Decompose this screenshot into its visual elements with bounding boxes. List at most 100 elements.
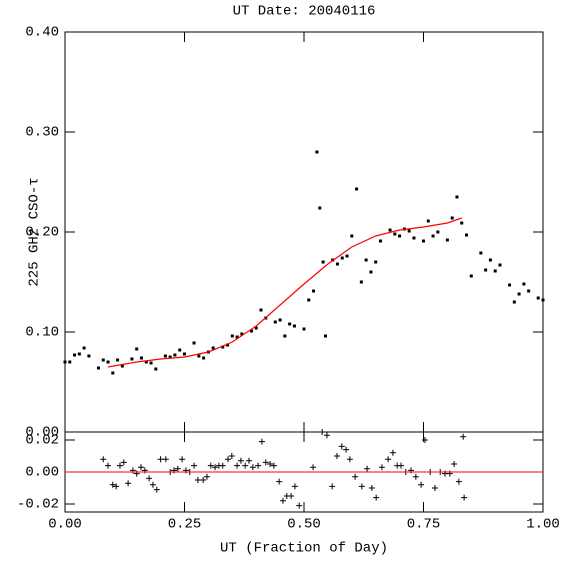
residual-point [234,462,241,469]
data-point [359,280,363,284]
residual-point [368,485,375,491]
residual-point [389,449,396,456]
residual-point [255,462,262,469]
y-tick-label: 0.00 [25,425,59,441]
residual-point [113,483,120,490]
data-point [369,270,373,274]
x-axis-label: UT (Fraction of Day) [220,541,388,557]
data-point [192,341,196,345]
residual-point [116,462,123,469]
residual-point [249,464,256,471]
data-point [226,343,230,347]
data-point [154,367,158,371]
data-point [292,324,296,328]
residual-point [270,462,277,469]
data-point [68,360,72,364]
residual-point [219,462,226,469]
y-tick-label: 0.02 [25,433,59,449]
data-point [307,298,311,302]
residual-point [157,456,164,463]
data-point [345,254,349,258]
data-point [460,221,464,225]
data-point [324,334,328,338]
residual-point [385,456,392,463]
data-point [197,354,201,358]
residual-point [451,461,458,467]
data-point [283,334,287,338]
data-point [364,258,368,262]
y-tick-label: 0.30 [25,125,59,141]
data-point [426,219,430,223]
data-point [130,357,134,361]
data-point [498,263,502,267]
data-point [398,234,402,238]
data-point [465,233,469,237]
residual-point [125,480,132,487]
residual-point [338,443,345,450]
data-point [407,229,411,233]
data-point [318,206,322,210]
data-point [479,251,483,255]
residual-point [191,462,198,469]
data-point [77,352,81,356]
data-point [393,232,397,236]
residual-point [228,453,235,459]
y-tick-label: 0.40 [25,25,59,41]
residual-point [378,464,385,471]
data-point [522,282,526,286]
data-point [315,150,319,154]
residual-point [412,473,419,480]
data-point [139,356,143,360]
residual-point [358,483,365,490]
residual-point [120,459,127,466]
data-point [211,346,215,350]
residual-point [262,459,269,466]
y-tick-label: 0.10 [25,325,59,341]
data-point [541,298,545,302]
x-tick-label: 0.25 [168,517,202,533]
data-point [116,358,120,362]
data-point [101,358,105,362]
residual-point [153,486,160,493]
residual-point [329,483,336,490]
data-point [96,366,100,370]
data-point [469,274,473,278]
data-point [163,354,167,358]
data-point [302,327,306,331]
fit-line [107,217,462,368]
data-point [312,289,316,293]
residual-point [203,473,210,480]
data-point [178,348,182,352]
data-point [230,334,234,338]
residual-point [149,481,156,488]
data-point [111,371,115,375]
residual-point [373,494,380,501]
data-point [378,239,382,243]
data-point [221,345,225,349]
residual-point [291,483,298,490]
data-point [120,364,124,368]
residual-point [138,464,145,471]
y-axis-label: 225 GHz CSO-τ [27,177,43,286]
x-tick-label: 0.00 [48,517,82,533]
data-point [340,256,344,260]
residual-point [267,461,274,467]
residual-point [258,438,265,445]
residual-point [460,433,467,440]
residual-point [109,481,116,488]
data-point [493,269,497,273]
data-point [273,320,277,324]
residual-point [352,473,359,480]
data-point [455,195,459,199]
residual-point [461,494,468,501]
residual-point [224,456,231,463]
y-tick-label: 0.00 [25,465,59,481]
data-point [484,268,488,272]
data-point [254,326,258,330]
residual-point [200,477,207,483]
data-point [202,356,206,360]
data-point [450,216,454,220]
data-point [436,230,440,234]
residual-point [296,502,303,509]
residual-point [398,462,405,469]
